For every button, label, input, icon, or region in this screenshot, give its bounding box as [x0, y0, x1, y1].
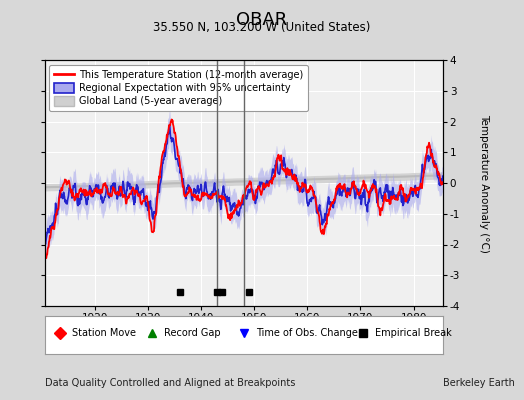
Text: Time of Obs. Change: Time of Obs. Change [256, 328, 357, 338]
Y-axis label: Temperature Anomaly (°C): Temperature Anomaly (°C) [479, 114, 489, 252]
Text: Data Quality Controlled and Aligned at Breakpoints: Data Quality Controlled and Aligned at B… [45, 378, 295, 388]
Text: 35.550 N, 103.200 W (United States): 35.550 N, 103.200 W (United States) [154, 21, 370, 34]
Text: Station Move: Station Move [72, 328, 136, 338]
Legend: This Temperature Station (12-month average), Regional Expectation with 95% uncer: This Temperature Station (12-month avera… [49, 65, 308, 111]
Text: OBAR: OBAR [236, 11, 288, 29]
Text: Record Gap: Record Gap [164, 328, 221, 338]
Text: Berkeley Earth: Berkeley Earth [443, 378, 515, 388]
Text: Empirical Break: Empirical Break [375, 328, 452, 338]
